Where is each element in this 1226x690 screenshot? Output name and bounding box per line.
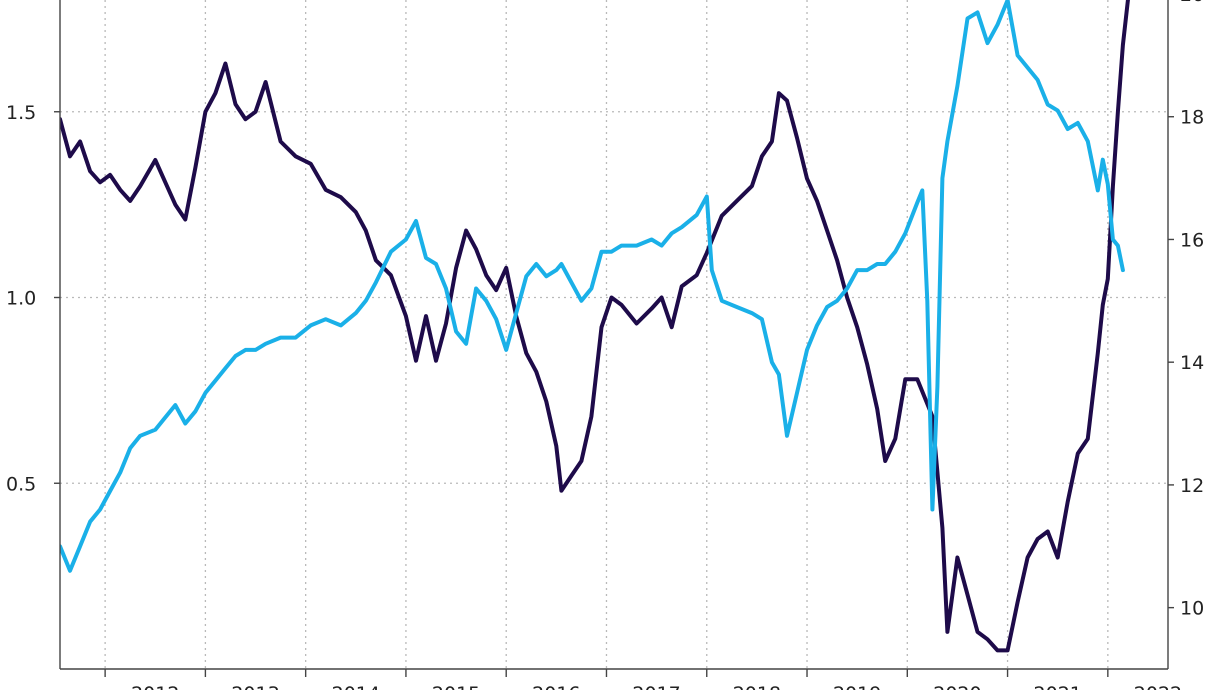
x-tick-label: 2021 [1034,683,1082,690]
y-right-tick-label: 14 [1180,352,1204,374]
x-tick-label: 2012 [131,683,179,690]
axis-layer: 2012201320142015201620172018201920202021… [6,0,1204,690]
series-line-right-axis [60,0,1125,573]
series-layer [60,0,1130,653]
x-tick-label: 2013 [231,683,279,690]
y-right-tick-label: 10 [1180,598,1204,620]
x-tick-label: 2016 [532,683,580,690]
x-tick-label: 2020 [933,683,981,690]
x-tick-label: 2014 [332,683,380,690]
y-right-tick-label: 12 [1180,475,1204,497]
y-right-tick-label: 16 [1180,229,1204,251]
series-line-left-axis [60,0,1130,653]
x-tick-label: 2015 [432,683,480,690]
x-tick-label: 2019 [833,683,881,690]
y-right-tick-label: 20 [1180,0,1204,6]
x-tick-label: 2018 [733,683,781,690]
y-right-tick-label: 18 [1180,107,1204,129]
y-left-tick-label: 1.5 [6,102,36,124]
y-left-tick-label: 0.5 [6,473,36,495]
grid-layer [60,0,1168,669]
x-tick-label: 2022 [1134,683,1182,690]
y-left-tick-label: 1.0 [6,288,36,310]
x-tick-label: 2017 [632,683,680,690]
